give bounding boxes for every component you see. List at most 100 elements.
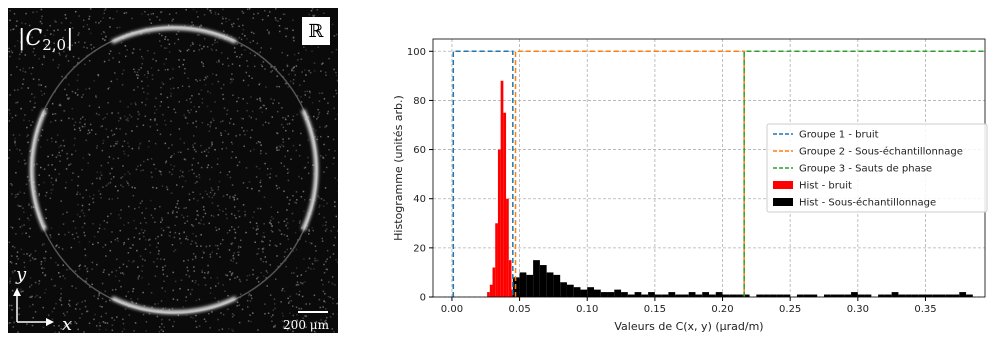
noise-speck [88, 28, 90, 30]
noise-speck [230, 141, 233, 144]
noise-speck [281, 144, 283, 146]
noise-speck [10, 50, 13, 52]
noise-speck [173, 42, 176, 45]
noise-speck [286, 168, 289, 171]
noise-speck [195, 110, 198, 113]
noise-speck [166, 226, 168, 229]
noise-speck [285, 260, 287, 262]
noise-speck [257, 248, 260, 250]
noise-speck [335, 71, 337, 74]
noise-speck [160, 329, 163, 331]
noise-speck [33, 258, 36, 261]
noise-speck [152, 12, 154, 15]
noise-speck [207, 264, 209, 267]
noise-speck [145, 321, 148, 323]
noise-speck [291, 212, 294, 215]
noise-speck [235, 135, 237, 137]
hist-bar [533, 260, 540, 297]
noise-speck [211, 196, 214, 199]
noise-speck [320, 279, 323, 281]
noise-speck [195, 150, 197, 153]
noise-speck [320, 70, 322, 72]
noise-speck [28, 179, 31, 182]
noise-speck [284, 13, 286, 16]
noise-speck [119, 100, 122, 103]
noise-speck [192, 24, 194, 26]
noise-speck [143, 235, 145, 238]
noise-speck [75, 287, 77, 290]
noise-speck [88, 87, 91, 90]
noise-speck [50, 257, 52, 259]
noise-speck [298, 222, 301, 224]
noise-speck [38, 194, 40, 197]
noise-speck [169, 231, 171, 233]
noise-speck [165, 160, 168, 163]
noise-speck [53, 50, 55, 53]
noise-speck [286, 150, 289, 152]
noise-speck [55, 261, 57, 264]
noise-speck [246, 102, 249, 105]
noise-speck [267, 122, 270, 124]
noise-speck [12, 134, 15, 136]
noise-speck [291, 119, 294, 121]
noise-speck [60, 304, 63, 306]
noise-speck [59, 160, 61, 162]
noise-speck [34, 258, 37, 260]
noise-speck [231, 23, 233, 26]
noise-speck [82, 212, 85, 214]
noise-speck [324, 324, 326, 326]
noise-speck [132, 48, 135, 50]
noise-speck [16, 287, 19, 290]
noise-speck [114, 185, 117, 188]
noise-speck [251, 187, 253, 190]
noise-speck [84, 305, 87, 308]
x-tick-label: 0.00 [441, 304, 463, 315]
noise-speck [212, 215, 215, 218]
noise-speck [303, 210, 305, 213]
noise-speck [279, 30, 281, 33]
noise-speck [84, 248, 86, 250]
noise-speck [169, 133, 172, 136]
noise-speck [201, 269, 203, 272]
noise-speck [44, 257, 47, 260]
noise-speck [150, 199, 152, 202]
noise-speck [118, 26, 121, 29]
noise-speck [88, 105, 91, 107]
noise-speck [88, 322, 91, 325]
image-background [8, 8, 338, 333]
noise-speck [259, 181, 262, 184]
noise-speck [219, 243, 222, 245]
noise-speck [251, 110, 254, 113]
noise-speck [200, 219, 202, 221]
noise-speck [11, 289, 14, 292]
noise-speck [19, 274, 21, 276]
noise-speck [13, 321, 15, 324]
noise-speck [44, 38, 47, 41]
noise-speck [168, 51, 171, 53]
noise-speck [126, 117, 129, 120]
noise-speck [22, 67, 25, 70]
noise-speck [200, 24, 203, 27]
noise-speck [305, 303, 307, 305]
noise-speck [18, 307, 21, 310]
noise-speck [50, 33, 52, 35]
noise-speck [234, 277, 236, 279]
noise-speck [172, 325, 174, 328]
noise-speck [162, 330, 164, 333]
noise-speck [102, 38, 104, 40]
noise-speck [315, 321, 318, 323]
noise-speck [108, 273, 110, 276]
noise-speck [186, 266, 188, 269]
noise-speck [42, 326, 45, 329]
noise-speck [208, 312, 210, 315]
noise-speck [295, 293, 298, 295]
noise-speck [83, 231, 85, 234]
noise-speck [147, 85, 149, 87]
noise-speck [163, 280, 165, 283]
noise-speck [198, 93, 200, 95]
noise-speck [276, 85, 278, 88]
noise-speck [211, 49, 213, 51]
noise-speck [8, 157, 10, 159]
noise-speck [236, 305, 239, 307]
noise-speck [320, 198, 323, 200]
